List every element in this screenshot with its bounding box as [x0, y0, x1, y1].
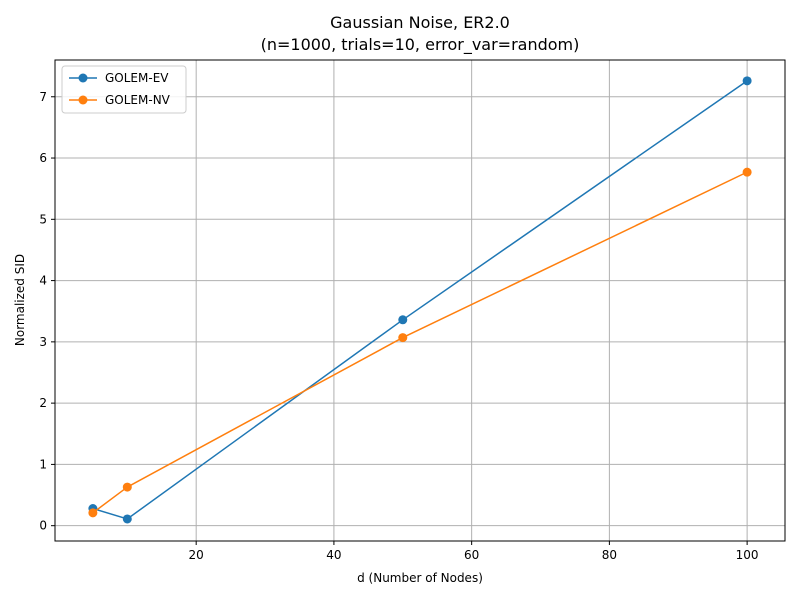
y-tick-label: 0 — [39, 519, 47, 533]
y-tick-label: 4 — [39, 274, 47, 288]
grid-lines — [55, 60, 785, 541]
y-tick-label: 6 — [39, 151, 47, 165]
y-tick-label: 3 — [39, 335, 47, 349]
data-point — [742, 167, 752, 177]
x-axis-label: d (Number of Nodes) — [357, 571, 483, 585]
y-tick-label: 5 — [39, 212, 47, 226]
data-point — [398, 333, 408, 343]
y-axis-ticks: 0 1 2 3 4 5 6 7 — [39, 90, 55, 533]
legend-items: GOLEM-EV GOLEM-NV — [69, 71, 171, 107]
legend-marker — [78, 73, 88, 83]
y-axis-label: Normalized SID — [13, 254, 27, 346]
x-tick-label: 100 — [736, 548, 759, 562]
legend-label: GOLEM-NV — [105, 93, 171, 107]
data-point — [122, 482, 132, 492]
x-tick-label: 60 — [464, 548, 479, 562]
legend-marker — [78, 95, 88, 105]
series-line-golem-nv — [92, 171, 748, 514]
series-layer — [88, 76, 752, 524]
y-tick-label: 7 — [39, 90, 47, 104]
x-tick-label: 40 — [326, 548, 341, 562]
x-axis-ticks: 20 40 60 80 100 — [189, 541, 759, 562]
data-point — [742, 76, 752, 86]
chart-subtitle: (n=1000, trials=10, error_var=random) — [261, 35, 580, 55]
series-line-golem-ev — [92, 80, 748, 520]
data-point — [122, 514, 132, 524]
x-tick-label: 20 — [189, 548, 204, 562]
plot-frame — [54, 59, 786, 542]
y-tick-label: 1 — [39, 457, 47, 471]
x-tick-label: 80 — [602, 548, 617, 562]
y-tick-label: 2 — [39, 396, 47, 410]
chart-title: Gaussian Noise, ER2.0 — [330, 13, 510, 32]
legend: GOLEM-EV GOLEM-NV — [61, 65, 187, 114]
data-point — [88, 508, 98, 518]
legend-label: GOLEM-EV — [105, 71, 169, 85]
data-point — [398, 315, 408, 325]
